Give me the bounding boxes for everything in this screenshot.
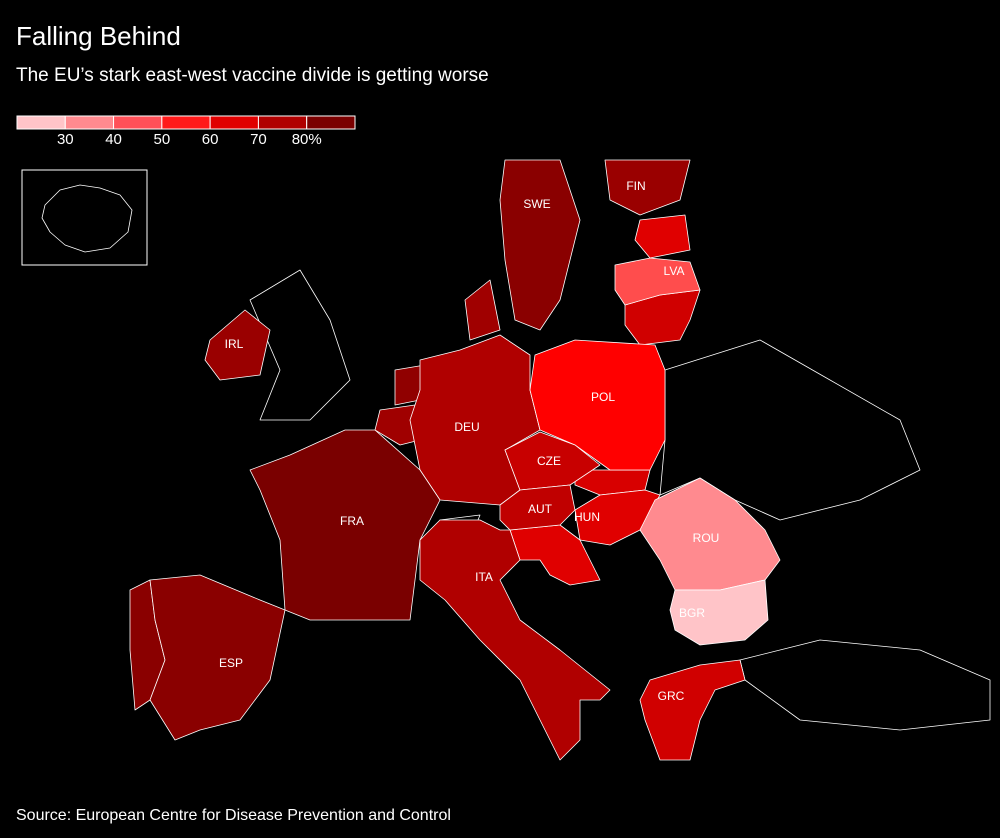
countries: SWE FIN LVA IRL DEU POL CZE FRA AUT HUN ROU BGR ITA E… [149,159,781,761]
country [659,339,921,521]
legend-tick-label: 50 [154,131,171,148]
country-label: SWE [523,197,550,211]
legend-tick-label: 30 [57,131,74,148]
country-label: CZE [537,454,561,468]
country [529,339,666,471]
source: Source: European Centre for Disease Prev… [16,807,451,824]
country [249,269,351,421]
iceland [41,184,133,253]
country-label: POL [591,390,615,404]
country-label: BGR [679,606,705,620]
country [499,159,581,331]
title: Falling Behind [16,21,181,51]
country-label: ESP [219,656,243,670]
country [464,279,501,341]
country-label: IRL [225,337,244,351]
country [739,639,991,731]
country [499,484,576,531]
country [604,159,691,216]
country [149,574,286,741]
legend-tick-label: 60 [202,131,219,148]
legend-tick-label: 70 [250,131,267,148]
country-label: ITA [475,570,493,584]
country [204,309,271,381]
country-label: FIN [626,179,645,193]
country-label: DEU [454,420,479,434]
country [669,579,769,646]
country [614,257,701,306]
country [509,524,601,586]
country [374,404,421,446]
country [419,519,611,761]
country-label: GRC [658,689,685,703]
legend-swatch [16,115,66,130]
subtitle: The EU’s stark east-west vaccine divide … [16,65,489,86]
legend-tick-label: 40 [105,131,122,148]
legend-swatch [209,115,259,130]
country-label: ROU [693,531,720,545]
legend-swatch [161,115,211,130]
legend-swatch [257,115,308,130]
legend-tick-label: 80% [292,131,322,148]
legend: 30 40 50 60 70 80% [16,115,356,148]
country [639,659,746,761]
country-label: HUN [574,510,600,524]
legend-swatch [64,115,115,130]
country-label: AUT [528,502,553,516]
country-label: LVA [664,264,685,278]
country [634,214,691,259]
inset-frame [21,169,148,266]
legend-swatch [306,115,356,130]
country-label: FRA [340,514,364,528]
legend-swatch [113,115,163,130]
